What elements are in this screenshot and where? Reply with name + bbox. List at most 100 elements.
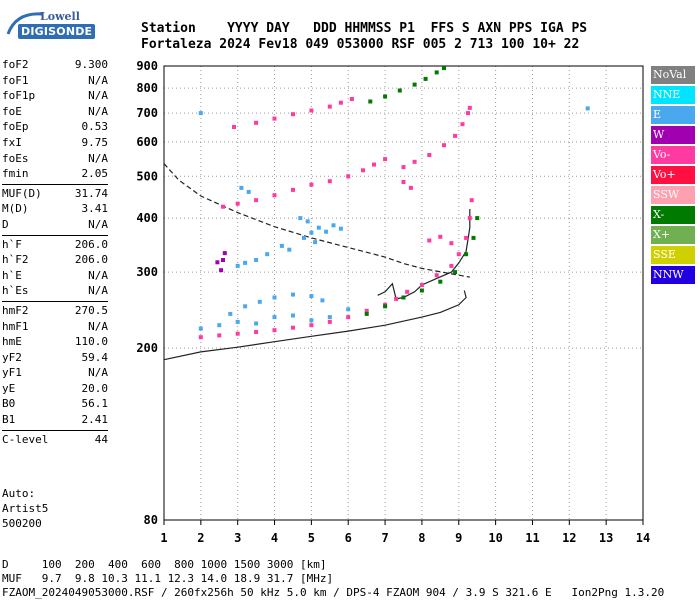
y-tick-label: 800: [136, 81, 158, 95]
echo-point: [291, 325, 295, 330]
echo-point: [198, 111, 203, 116]
param-row: yF1 N/A: [2, 366, 108, 382]
echo-point: [309, 294, 314, 299]
echo-point: [401, 165, 406, 170]
param-row: foF2 9.300: [2, 58, 108, 74]
param-value: 20.0: [81, 381, 109, 395]
echo-point: [383, 94, 388, 99]
echo-point: [198, 335, 203, 340]
param-divider: [2, 234, 108, 236]
autoscaling-info: Auto: Artist5 500200: [2, 486, 48, 531]
echo-point: [449, 263, 454, 268]
echo-point: [401, 180, 406, 184]
echo-point: [320, 298, 325, 303]
echo-point: [412, 82, 417, 87]
echo-point: [427, 238, 432, 243]
echo-point: [475, 216, 480, 221]
param-label: MUF(D): [2, 186, 42, 200]
echo-point: [364, 308, 369, 313]
param-label: foE: [2, 104, 22, 118]
echo-point: [219, 268, 224, 273]
param-row: foE N/A: [2, 105, 108, 121]
y-tick-label: 900: [136, 59, 158, 73]
param-row: foEs N/A: [2, 152, 108, 168]
y-tick-label: 700: [136, 106, 158, 120]
profile-curve: [163, 290, 467, 361]
echo-point: [453, 270, 458, 275]
param-value: N/A: [88, 73, 108, 87]
param-row: hmF2 270.5: [2, 304, 108, 320]
param-row: hmE 110.0: [2, 335, 108, 351]
x-tick-label: 3: [234, 531, 241, 545]
y-tick-label: 500: [136, 169, 158, 183]
param-row: yE 20.0: [2, 382, 108, 398]
x-tick-label: 7: [381, 531, 388, 545]
param-value: N/A: [88, 151, 108, 165]
echo-point: [221, 258, 225, 262]
auto-line-3: 500200: [2, 517, 42, 530]
muf-dashed-curve: [163, 163, 470, 278]
echo-point: [222, 251, 227, 256]
footer-muf-row: MUF 9.7 9.8 10.3 11.1 12.3 14.0 18.9 31.…: [2, 572, 334, 585]
echo-point: [412, 159, 417, 164]
param-label: hmF2: [2, 303, 29, 317]
echo-point: [423, 76, 428, 81]
echo-point: [198, 326, 203, 331]
param-value: 2.05: [81, 167, 109, 181]
param-label: foF1: [2, 73, 29, 87]
echo-point: [228, 311, 233, 316]
param-value: 3.41: [81, 202, 109, 216]
param-value: 31.74: [74, 186, 108, 200]
legend-item: X-: [651, 206, 695, 224]
echo-point: [232, 125, 236, 129]
echo-point: [464, 252, 469, 257]
param-row: C-level 44: [2, 433, 108, 449]
param-value: 56.1: [81, 397, 109, 411]
param-row: foF1 N/A: [2, 74, 108, 90]
x-tick-label: 11: [525, 531, 539, 545]
param-row: foEp 0.53: [2, 120, 108, 136]
param-value: 270.5: [74, 303, 108, 317]
param-value: N/A: [88, 366, 108, 380]
x-tick-label: 12: [562, 531, 576, 545]
echo-point: [361, 168, 365, 173]
param-label: yF2: [2, 350, 22, 364]
echo-point: [585, 106, 590, 111]
echo-point: [442, 66, 446, 71]
echo-point: [305, 219, 310, 224]
param-value: N/A: [88, 217, 108, 231]
legend-item: W: [651, 126, 695, 144]
echo-point: [309, 318, 314, 323]
echo-point: [464, 235, 469, 240]
param-row: foF1p N/A: [2, 89, 108, 105]
param-label: B1: [2, 413, 16, 427]
echo-point: [221, 204, 225, 209]
echo-point: [235, 201, 240, 206]
param-value: 44: [94, 432, 108, 446]
echo-point: [346, 315, 351, 320]
param-value: 206.0: [74, 237, 108, 251]
echo-point: [217, 333, 222, 338]
echo-point: [235, 263, 240, 268]
echo-point: [265, 252, 270, 257]
param-divider: [2, 300, 108, 302]
param-label: h`E: [2, 268, 22, 282]
echo-point: [291, 292, 295, 297]
echo-point: [427, 153, 432, 157]
echo-point: [309, 230, 314, 235]
echo-point: [235, 331, 240, 336]
echo-point: [246, 189, 251, 194]
echo-point: [434, 70, 439, 75]
echo-point: [291, 313, 295, 318]
echo-point: [364, 311, 369, 316]
echo-point: [327, 315, 332, 320]
footer-file-info: FZAOM_2024049053000.RSF / 260fx256h 50 k…: [2, 586, 665, 599]
echo-point: [254, 258, 259, 262]
echo-point: [327, 319, 332, 324]
echo-point: [279, 243, 284, 248]
x-tick-label: 13: [599, 531, 613, 545]
echo-point: [254, 198, 259, 203]
echo-point: [460, 122, 465, 127]
x-tick-label: 1: [160, 531, 167, 545]
